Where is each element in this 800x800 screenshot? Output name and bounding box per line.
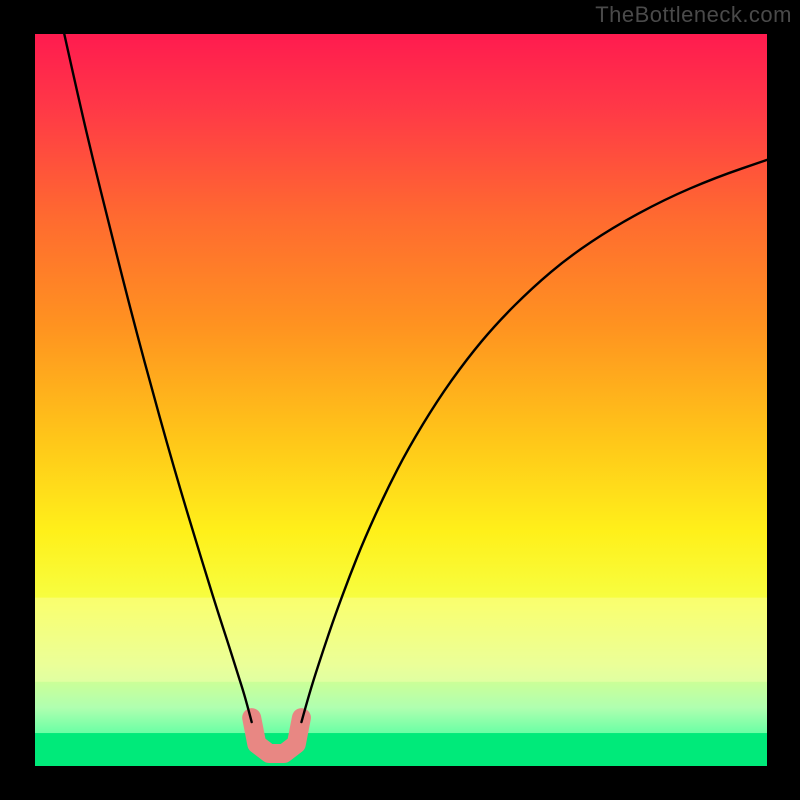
green-band [35, 733, 767, 766]
pale-band [35, 598, 767, 682]
watermark-text: TheBottleneck.com [595, 2, 792, 28]
chart-svg [0, 0, 800, 800]
chart-canvas: TheBottleneck.com [0, 0, 800, 800]
plot-area [35, 34, 767, 766]
